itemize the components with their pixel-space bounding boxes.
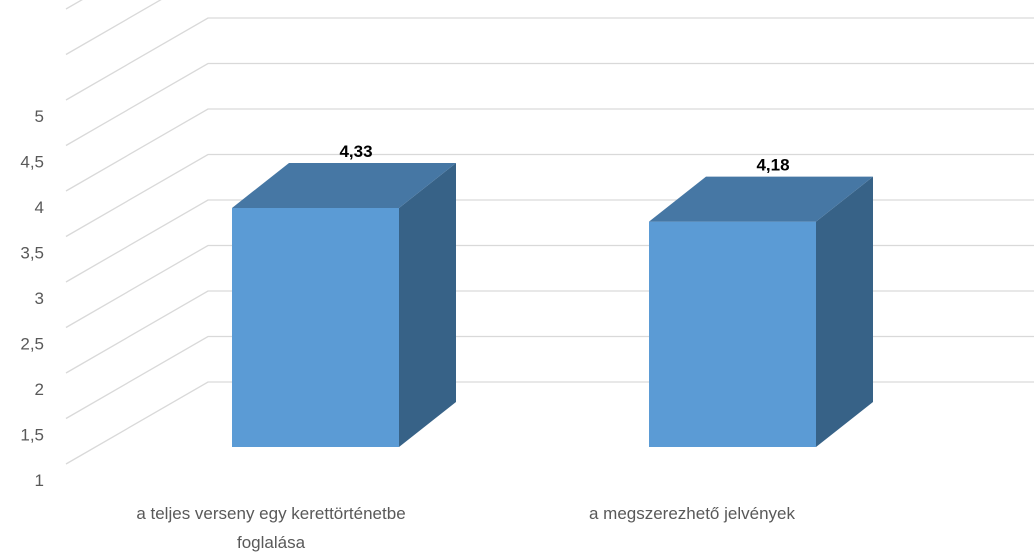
category-label: foglalása [237,533,306,552]
gridline [65,199,1034,283]
gridline [65,108,1034,192]
bar-front-face [232,207,399,447]
bars [232,162,873,447]
y-tick-label: 5 [35,107,44,126]
gridline [65,62,1034,147]
data-labels: 4,33 4,18 [339,142,789,175]
y-tick-label: 2,5 [20,335,44,354]
gridlines [65,0,1034,465]
category-label: a teljes verseny egy kerettörténetbe [136,504,405,523]
bar-side-face [399,162,456,447]
x-axis-categories: a teljes verseny egy kerettörténetbe fogl… [136,504,795,552]
bar-side-face [816,176,873,447]
y-tick-label: 1,5 [20,426,44,445]
gridline [65,0,83,10]
y-tick-label: 4 [35,198,44,217]
y-tick-label: 4,5 [20,153,44,172]
bar [232,162,456,447]
gridline [65,244,1034,329]
y-tick-label: 2 [35,380,44,399]
gridline [65,335,1034,420]
gridline [65,0,162,56]
bar [649,176,873,447]
y-tick-label: 3 [35,289,44,308]
bar-front-face [649,221,816,447]
gridline [65,290,1034,374]
gridline [65,381,1034,465]
y-tick-label: 1 [35,471,44,490]
category-label: a megszerezhető jelvények [589,504,796,523]
data-label: 4,33 [339,142,372,161]
data-label: 4,18 [756,156,789,175]
gridline [65,153,1034,238]
y-axis-ticks: 1 1,5 2 2,5 3 3,5 4 4,5 5 [20,107,44,490]
bar-top-face [232,162,456,208]
y-tick-label: 3,5 [20,244,44,263]
gridline [65,17,1034,101]
bar-top-face [649,176,873,222]
